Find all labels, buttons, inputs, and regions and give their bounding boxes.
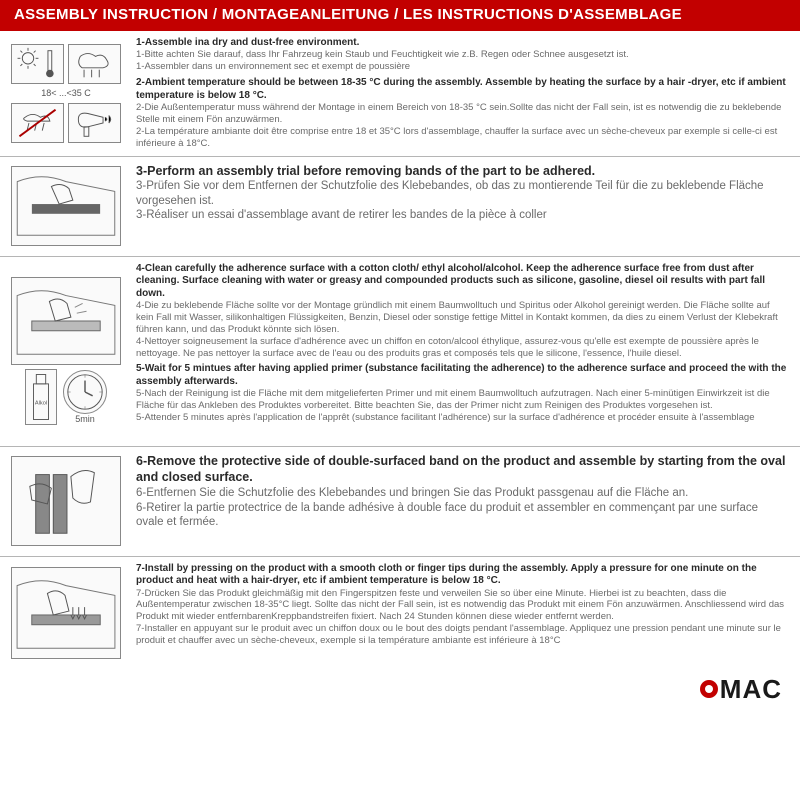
temp-range-label: 18< ...<35 C (41, 88, 91, 99)
row1-icons: 18< ...<35 C (0, 31, 132, 156)
row1-text: 1-Assemble ina dry and dust-free environ… (132, 31, 800, 156)
header-bar: ASSEMBLY INSTRUCTION / MONTAGEANLEITUNG … (0, 0, 800, 31)
header-title: ASSEMBLY INSTRUCTION / MONTAGEANLEITUNG … (14, 6, 682, 23)
step3-en: 3-Perform an assembly trial before remov… (136, 163, 788, 180)
row5-icons (0, 557, 132, 669)
step6-de: 6-Entfernen Sie die Schutzfolie des Kleb… (136, 486, 788, 500)
remove-tape-icon (11, 456, 121, 546)
row4-icons (0, 447, 132, 556)
step4-fr: 4-Nettoyer soigneusement la surface d'ad… (136, 336, 788, 360)
row2-text: 3-Perform an assembly trial before remov… (132, 157, 800, 256)
step3-fr: 3-Réaliser un essai d'assemblage avant d… (136, 208, 788, 222)
step7-en: 7-Install by pressing on the product wit… (136, 563, 788, 588)
row2-icons (0, 157, 132, 256)
step-7: 7-Install by pressing on the product wit… (136, 563, 788, 647)
snow-icon (68, 44, 121, 84)
trial-fit-icon (11, 166, 121, 246)
row-2: 3-Perform an assembly trial before remov… (0, 157, 800, 257)
sun-thermometer-icon (11, 44, 64, 84)
alcohol-bottle-icon: Alkol (25, 369, 57, 425)
row-1: 18< ...<35 C 1-Assemble ina dry and dust… (0, 31, 800, 157)
row5-text: 7-Install by pressing on the product wit… (132, 557, 800, 669)
logo-dot-icon (700, 680, 718, 698)
step7-de: 7-Drücken Sie das Produkt gleichmäßig mi… (136, 588, 788, 624)
row-5: 7-Install by pressing on the product wit… (0, 557, 800, 669)
step4-en: 4-Clean carefully the adherence surface … (136, 263, 788, 301)
instruction-rows: 18< ...<35 C 1-Assemble ina dry and dust… (0, 31, 800, 669)
step5-de: 5-Nach der Reinigung ist die Fläche mit … (136, 388, 788, 412)
step3-de: 3-Prüfen Sie vor dem Entfernen der Schut… (136, 179, 788, 208)
step1-en: 1-Assemble ina dry and dust-free environ… (136, 37, 788, 50)
row4-text: 6-Remove the protective side of double-s… (132, 447, 800, 556)
step6-en: 6-Remove the protective side of double-s… (136, 453, 788, 487)
no-rain-icon (11, 103, 64, 143)
step5-fr: 5-Attender 5 minutes après l'application… (136, 412, 788, 424)
footer: MAC (0, 669, 800, 706)
step-5: 5-Wait for 5 mintues after having applie… (136, 363, 788, 424)
row3-text: 4-Clean carefully the adherence surface … (132, 257, 800, 446)
step-4: 4-Clean carefully the adherence surface … (136, 263, 788, 360)
row-3: Alkol 5min 4-Clean carefully the adheren… (0, 257, 800, 447)
step-6: 6-Remove the protective side of double-s… (136, 453, 788, 530)
step1-fr: 1-Assembler dans un environnement sec et… (136, 61, 788, 73)
step5-en: 5-Wait for 5 mintues after having applie… (136, 363, 788, 388)
step4-de: 4-Die zu beklebende Fläche sollte vor de… (136, 300, 788, 336)
clock-5min-icon (63, 370, 107, 414)
step2-en: 2-Ambient temperature should be between … (136, 77, 788, 102)
step6-fr: 6-Retirer la partie protectrice de la ba… (136, 501, 788, 530)
row3-icons: Alkol 5min (0, 257, 132, 446)
brand-logo: MAC (700, 673, 782, 706)
row-4: 6-Remove the protective side of double-s… (0, 447, 800, 557)
step-2: 2-Ambient temperature should be between … (136, 77, 788, 150)
step1-de: 1-Bitte achten Sie darauf, dass Ihr Fahr… (136, 49, 788, 61)
step-3: 3-Perform an assembly trial before remov… (136, 163, 788, 223)
step2-fr: 2-La température ambiante doit être comp… (136, 126, 788, 150)
hairdryer-icon (68, 103, 121, 143)
svg-text:Alkol: Alkol (35, 401, 47, 407)
step7-fr: 7-Installer en appuyant sur le produit a… (136, 623, 788, 647)
time-label: 5min (63, 414, 107, 425)
press-install-icon (11, 567, 121, 659)
step-1: 1-Assemble ina dry and dust-free environ… (136, 37, 788, 73)
clean-surface-icon (11, 277, 121, 365)
logo-text: MAC (720, 673, 782, 706)
step2-de: 2-Die Außentemperatur muss während der M… (136, 102, 788, 126)
